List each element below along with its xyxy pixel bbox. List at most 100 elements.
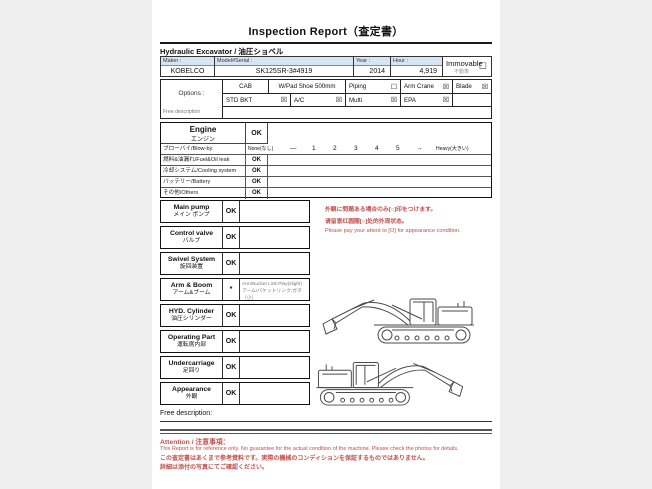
machine-info-table: Maker : KOBELCO Model#Serial : SK125SR-3… — [160, 56, 492, 77]
engine-section: Engine エンジン OK ブローバイ/Blow-by None(なし) — … — [160, 122, 492, 199]
option-piping: Piping ☐ — [346, 80, 401, 94]
control-valve-status: OK — [223, 227, 240, 248]
scale-heavy-label: Heavy(大きい) — [436, 146, 469, 152]
options-table: Options : CAB W/Pad Shoe 500mm Piping ☐ … — [160, 79, 492, 119]
multi-checkbox: ☒ — [390, 97, 397, 104]
appearance-note-en: Please pay your attent to [O] for appear… — [325, 228, 461, 234]
free-description-label: Free description: — [160, 410, 213, 417]
blow-by-scale: None(なし) — 1 2 3 4 5 → Heavy(大きい) — [246, 144, 490, 154]
excavator-drawing-bottom-right-facing — [316, 362, 464, 406]
options-row-1: CAB W/Pad Shoe 500mm Piping ☐ Arm Crane … — [223, 80, 491, 94]
model-serial-label: Model#Serial : — [215, 57, 353, 66]
scale-right-mark: → — [416, 145, 423, 152]
title-rule — [160, 42, 492, 44]
option-epa: EPA ☒ — [401, 94, 453, 107]
operating-part-status: OK — [223, 331, 240, 352]
scale-4: 4 — [375, 145, 379, 152]
others-status: OK — [246, 188, 268, 199]
scale-1: 1 — [312, 145, 316, 152]
arm-boom-status: * — [223, 279, 240, 300]
others-row: その他/Others OK — [161, 188, 491, 199]
appearance-status: OK — [223, 383, 240, 404]
appearance-note-jp: 外観に問題ある場合のみ[○]印をつけます。 — [325, 207, 437, 213]
arm-boom-note: Arm/Bucket Link:Play(slight) アーム/バケットリンク… — [242, 282, 302, 300]
option-std-bkt: STD BKT ☒ — [223, 94, 291, 107]
options-free-description-label: Free description — [161, 107, 223, 118]
swivel-system-status: OK — [223, 253, 240, 274]
option-cab: CAB — [223, 80, 269, 94]
cooling-system-row: 冷却システム/Cooling system OK — [161, 166, 491, 177]
undercarriage-status: OK — [223, 357, 240, 378]
report-sheet: Inspection Report（査定書） Hydraulic Excavat… — [152, 0, 500, 489]
piping-checkbox: ☐ — [390, 83, 397, 91]
scale-left-mark: — — [290, 145, 297, 152]
section-arm-boom: Arm & Boom アーム&ブーム * Arm/Bucket Link:Play… — [160, 278, 310, 301]
fuel-oil-leak-row: 燃料&油漏れ/Fuel&Oil leak OK — [161, 155, 491, 166]
option-ac: A/C ☒ — [291, 94, 346, 107]
excavator-drawing-top-left-facing — [322, 298, 474, 344]
scale-3: 3 — [354, 145, 358, 152]
options-label: Options : — [161, 80, 223, 107]
section-operating-part: Operating Part 運転席内部 OK — [160, 330, 310, 353]
option-wpad-shoe: W/Pad Shoe 500mm — [269, 80, 346, 94]
attention-line-jp1: この査定書はあくまで参考資料です。実際の機械のコンディションを保証するものではあ… — [160, 456, 429, 462]
scale-5: 5 — [396, 145, 400, 152]
epa-checkbox: ☒ — [442, 97, 449, 104]
attention-line-en: This Report is for reference only. No gu… — [160, 446, 459, 452]
main-pump-status: OK — [223, 201, 240, 222]
arm-crane-checkbox: ☒ — [442, 83, 449, 91]
report-title: Inspection Report（査定書） — [248, 26, 404, 38]
section-appearance: Appearance 外観 OK — [160, 382, 310, 405]
section-control-valve: Control valve バルブ OK — [160, 226, 310, 249]
battery-status: OK — [246, 177, 268, 187]
ac-checkbox: ☒ — [335, 97, 342, 104]
engine-title-jp: エンジン — [190, 137, 215, 143]
model-serial-column: Model#Serial : SK125SR-3#4919 — [215, 57, 354, 76]
engine-title-cell: Engine エンジン — [161, 123, 246, 144]
immovable-label-jp: 不動車 — [454, 69, 470, 75]
options-row-2: STD BKT ☒ A/C ☒ Multi ☒ EPA ☒ — [223, 94, 491, 107]
appearance-note-cn: 请留意红圆圈[○]处的外观状态。 — [325, 219, 408, 225]
option-empty — [453, 94, 491, 107]
maker-label: Maker : — [161, 57, 214, 66]
hyd-cylinder-status: OK — [223, 305, 240, 326]
separator-line-1 — [160, 429, 492, 431]
year-label: Year : — [354, 57, 390, 66]
year-value: 2014 — [369, 68, 385, 75]
blow-by-label: ブローバイ/Blow-by — [161, 144, 246, 154]
appearance-note: 外観に問題ある場合のみ[○]印をつけます。 请留意红圆圈[○]处的外观状态。 P… — [325, 204, 490, 237]
model-serial-value: SK125SR-3#4919 — [255, 68, 313, 75]
option-arm-crane: Arm Crane ☒ — [401, 80, 453, 94]
section-swivel-system: Swivel System 旋回装置 OK — [160, 252, 310, 275]
maker-column: Maker : KOBELCO — [161, 57, 215, 76]
hour-column: Hour : 4,919 — [391, 57, 443, 76]
separator-line-2 — [160, 433, 492, 434]
attention-line-jp2: 詳細は添付の写真にてご確認ください。 — [160, 465, 269, 471]
engine-status: OK — [246, 123, 268, 144]
section-undercarriage: Undercarriage 足回り OK — [160, 356, 310, 379]
battery-row: バッテリー/Battery OK — [161, 177, 491, 188]
cooling-system-status: OK — [246, 166, 268, 176]
immovable-label: Immovable — [446, 59, 483, 68]
blade-checkbox: ☒ — [481, 83, 488, 91]
hour-label: Hour : — [391, 57, 442, 66]
year-column: Year : 2014 — [354, 57, 391, 76]
section-hyd-cylinder: HYD. Cylinder 油圧シリンダー OK — [160, 304, 310, 327]
section-main-pump: Main pump メイン ポンプ OK — [160, 200, 310, 223]
maker-value: KOBELCO — [170, 68, 205, 75]
immovable-cell: Immovable 不動車 ☐ — [443, 57, 491, 76]
engine-title-en: Engine — [189, 125, 217, 134]
scale-2: 2 — [333, 145, 337, 152]
scale-none-label: None(なし) — [248, 146, 274, 152]
std-bkt-checkbox: ☒ — [280, 97, 287, 104]
blow-by-row: ブローバイ/Blow-by None(なし) — 1 2 3 4 5 → Hea… — [161, 144, 491, 155]
option-multi: Multi ☒ — [346, 94, 401, 107]
option-blade: Blade ☒ — [453, 80, 491, 94]
machine-type-heading: Hydraulic Excavator / 油圧ショベル — [160, 47, 284, 56]
free-description-line — [160, 421, 492, 422]
hour-value: 4,919 — [419, 68, 437, 75]
fuel-oil-leak-status: OK — [246, 155, 268, 165]
immovable-checkbox: ☐ — [478, 61, 487, 71]
attention-title: Attention / 注意事項： — [160, 439, 230, 446]
